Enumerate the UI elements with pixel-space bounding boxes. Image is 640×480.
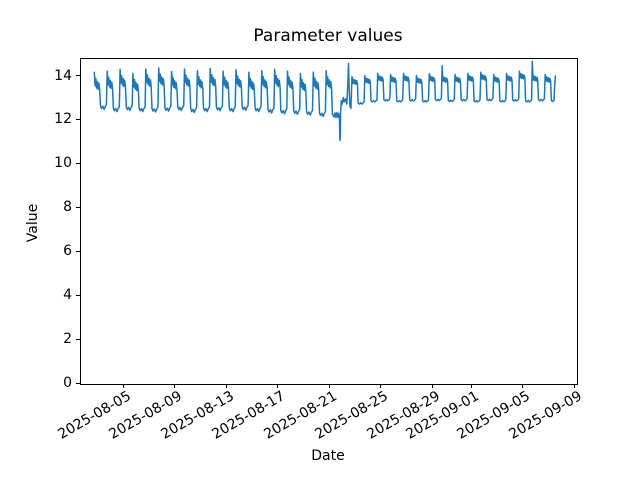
y-tick-mark <box>76 75 80 77</box>
x-tick-mark <box>470 384 472 388</box>
y-tick-label: 2 <box>63 331 72 348</box>
x-tick-mark <box>277 384 279 388</box>
y-tick-label: 8 <box>63 199 72 216</box>
y-tick-label: 14 <box>54 67 72 84</box>
x-tick-mark <box>380 384 382 388</box>
data-series-line <box>93 60 557 142</box>
y-tick-label: 4 <box>63 287 72 304</box>
x-tick-mark <box>122 384 124 388</box>
x-axis-label: Date <box>311 448 345 464</box>
x-tick-mark <box>431 384 433 388</box>
chart-title: Parameter values <box>253 26 403 46</box>
y-tick-mark <box>76 118 80 120</box>
y-tick-mark <box>76 206 80 208</box>
y-tick-mark <box>76 382 80 384</box>
line-series <box>93 60 557 142</box>
x-tick-mark <box>328 384 330 388</box>
y-tick-label: 10 <box>54 155 72 172</box>
y-tick-mark <box>76 338 80 340</box>
y-tick-label: 0 <box>63 375 72 391</box>
y-tick-mark <box>76 162 80 164</box>
y-tick-label: 12 <box>54 111 72 128</box>
x-tick-mark <box>174 384 176 388</box>
x-tick-mark <box>573 384 575 388</box>
plot-area <box>80 58 578 385</box>
x-tick-mark <box>522 384 524 388</box>
x-tick-mark <box>225 384 227 388</box>
y-tick-mark <box>76 250 80 252</box>
y-tick-label: 6 <box>63 243 72 260</box>
y-tick-mark <box>76 294 80 296</box>
